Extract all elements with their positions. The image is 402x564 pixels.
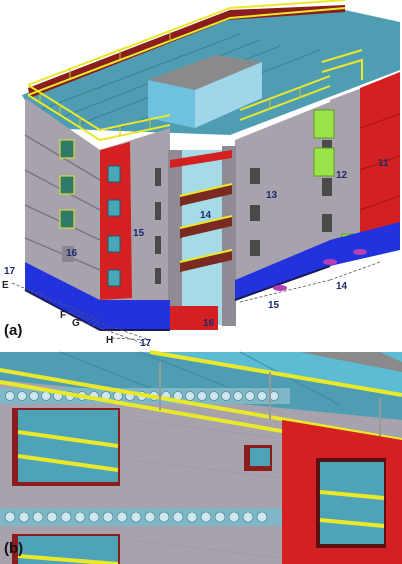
callout-16-base: 16: [203, 318, 215, 329]
callout-G: G: [72, 318, 80, 329]
callout-H: H: [106, 335, 113, 346]
detail-red-wall-window: [316, 458, 386, 548]
right-facade-wall: [235, 102, 330, 280]
callout-14-balcony: 14: [200, 210, 212, 221]
far-right-facade: [330, 88, 362, 240]
detail-railing-posts: [159, 362, 381, 440]
footing-pads: [273, 249, 367, 291]
blue-base-left: [25, 262, 100, 330]
callout-14-grid: 14: [336, 281, 348, 292]
callout-F: F: [60, 310, 66, 321]
blue-base-far-right: [330, 222, 400, 266]
front-facade-windows: [155, 168, 161, 284]
panel-b-detail-view: [0, 350, 402, 564]
detail-window-left: [12, 408, 120, 486]
callout-15-front: 15: [133, 228, 145, 239]
roof-railings: [27, 0, 363, 142]
detail-small-opening-glass: [250, 448, 270, 466]
roof-core-box-side: [195, 62, 262, 128]
callout-17-left: 17: [4, 266, 16, 277]
callout-E: E: [2, 280, 9, 291]
railing-posts: [39, 32, 301, 136]
callout-17-bottom: 17: [140, 338, 152, 349]
callout-16-left: 16: [66, 248, 78, 259]
roof-core-box-top: [148, 55, 262, 90]
roof-core-box-front: [148, 80, 195, 128]
blue-base-right: [235, 240, 330, 300]
callout-12: 12: [336, 170, 348, 181]
hollowcore-circles-top: [5, 391, 279, 401]
panel-b-label: (b): [4, 540, 24, 557]
panel-a-building-3d-view: 11 12 13 14 14 15 15 16 16 17 17 E F G H: [2, 0, 401, 349]
callout-11: 11: [378, 158, 389, 169]
left-facade-wall: [25, 98, 100, 300]
right-tower-lines: [359, 113, 401, 211]
panel-a-label: (a): [4, 322, 23, 339]
left-facade-windows: [59, 139, 75, 262]
detail-roof-grey-strip: [300, 352, 402, 372]
hollowcore-circles-bottom: [4, 511, 268, 523]
red-wall-windows: [107, 165, 121, 287]
callout-15-grid: 15: [268, 300, 280, 311]
balcony-stack: [168, 146, 236, 330]
blue-base-front: [100, 300, 170, 330]
grid-axis-dashed-lines: [11, 261, 381, 347]
callout-13: 13: [266, 190, 278, 201]
detail-wall-texture: [129, 419, 281, 559]
